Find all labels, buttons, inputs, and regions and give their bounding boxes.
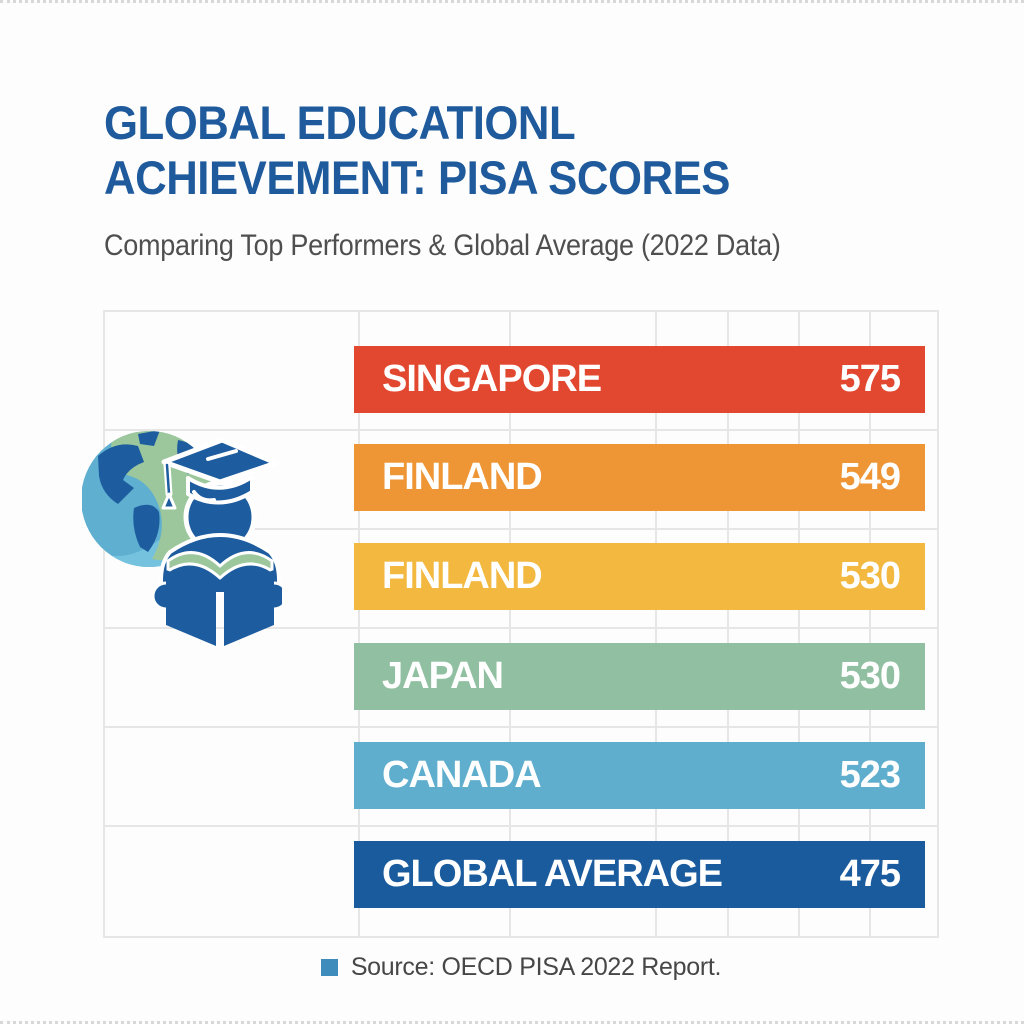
bar-label: SINGAPORE [382,358,602,400]
gridline-h [105,310,937,312]
gridline-v [798,310,800,938]
source-text: Source: OECD PISA 2022 Report. [350,953,722,981]
gridline-h [105,528,937,530]
gridline-h [105,726,937,728]
gridline-h [105,936,937,938]
bar-label: FINLAND [382,555,543,597]
pisa-bar-chart: SINGAPORE 575 FINLAND 549 FINLAND 530 JA… [103,310,939,938]
gridline-h [105,627,937,629]
bar-value: 549 [839,456,901,498]
bar-label: FINLAND [382,456,543,498]
bar-row-global-average: GLOBAL AVERAGE 475 [354,841,925,908]
legend-square-icon [320,959,338,976]
graduate-figure-icon [151,437,289,646]
bar-row-japan: JAPAN 530 [354,643,925,710]
gridline-h [105,429,937,431]
bar-value: 523 [839,754,901,796]
bar-row-finland-1: FINLAND 549 [354,444,925,511]
page-title-line-1: GLOBAL EDUCATIONL [104,96,576,149]
bar-value: 530 [839,655,901,697]
bar-label: GLOBAL AVERAGE [382,853,723,895]
source-note: Source: OECD PISA 2022 Report. [103,953,939,982]
bar-label: CANADA [382,754,542,796]
gridline-v [869,310,871,938]
page-title: GLOBAL EDUCATIONL ACHIEVEMENT: PISA SCOR… [104,95,730,205]
bar-value: 475 [839,853,901,895]
bar-row-finland-2: FINLAND 530 [354,543,925,610]
page-subtitle: Comparing Top Performers & Global Averag… [104,229,781,262]
gridline-h [105,825,937,827]
page-title-line-2: ACHIEVEMENT: PISA SCORES [104,151,730,204]
bar-row-singapore: SINGAPORE 575 [354,346,925,413]
bar-row-canada: CANADA 523 [354,742,925,809]
globe-graduate-reading-icon [81,418,289,648]
gridline-v [509,310,511,938]
bar-value: 575 [839,358,901,400]
bar-value: 530 [839,555,901,597]
gridline-v [655,310,657,938]
bar-label: JAPAN [382,655,504,697]
gridline-v [358,310,360,938]
gridline-v [727,310,729,938]
